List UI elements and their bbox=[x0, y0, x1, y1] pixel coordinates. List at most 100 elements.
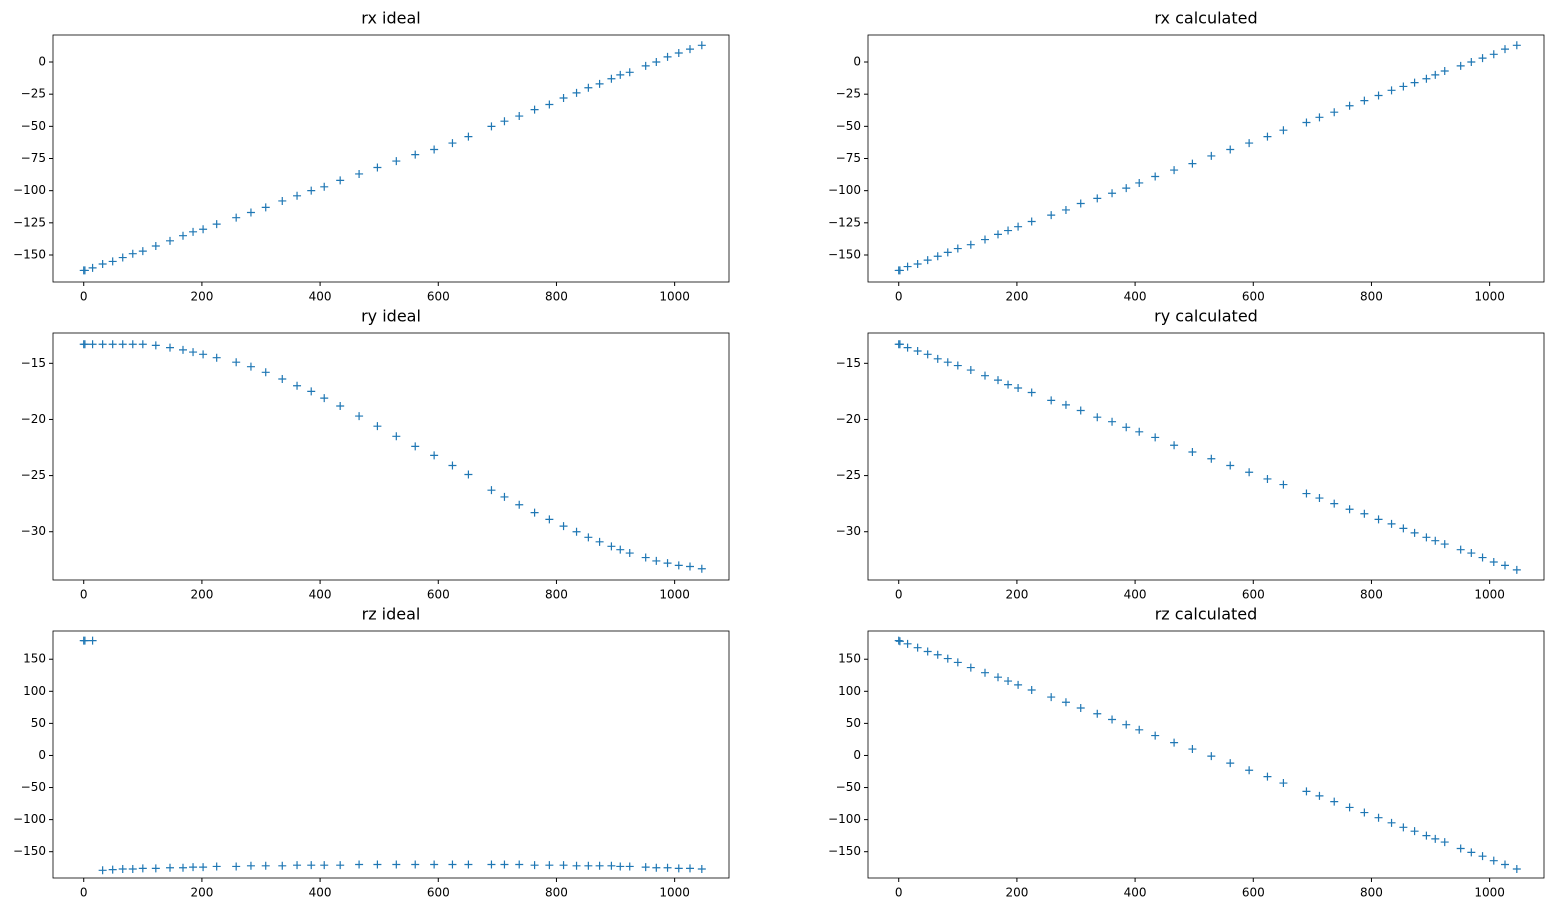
point bbox=[373, 422, 382, 431]
point bbox=[1345, 505, 1354, 514]
y-tick-label: −20 bbox=[21, 412, 46, 426]
point bbox=[641, 863, 650, 872]
point bbox=[373, 860, 382, 869]
point bbox=[246, 208, 255, 217]
point bbox=[166, 343, 174, 352]
point bbox=[1061, 400, 1070, 409]
y-tick-label: 0 bbox=[853, 55, 861, 69]
point bbox=[1135, 178, 1144, 187]
x-tick-label: 200 bbox=[190, 290, 213, 304]
x-tick-label: 1000 bbox=[1474, 290, 1505, 304]
y-tick-label: −100 bbox=[13, 183, 46, 197]
x-tick-label: 600 bbox=[1242, 886, 1265, 900]
point bbox=[1245, 139, 1254, 148]
point bbox=[138, 340, 147, 349]
point bbox=[500, 860, 509, 869]
point bbox=[607, 74, 616, 83]
point bbox=[88, 340, 97, 349]
x-tick-label: 800 bbox=[1360, 290, 1383, 304]
point bbox=[697, 41, 706, 50]
point bbox=[1478, 553, 1487, 562]
point bbox=[572, 88, 581, 97]
point bbox=[1410, 78, 1419, 87]
point bbox=[355, 412, 364, 421]
point bbox=[686, 45, 694, 54]
point bbox=[559, 861, 568, 870]
point bbox=[108, 257, 117, 266]
point bbox=[232, 358, 241, 367]
point bbox=[1456, 545, 1465, 554]
point bbox=[686, 864, 694, 873]
chart-title: rx ideal bbox=[361, 9, 420, 28]
point bbox=[1501, 860, 1509, 869]
x-tick-label: 1000 bbox=[659, 588, 690, 602]
point bbox=[1399, 823, 1408, 832]
point bbox=[1122, 720, 1131, 729]
point bbox=[1315, 791, 1324, 800]
x-tick-label: 600 bbox=[427, 886, 450, 900]
point bbox=[584, 861, 593, 870]
point bbox=[652, 863, 661, 872]
point bbox=[1387, 519, 1396, 528]
point bbox=[1456, 61, 1465, 70]
point bbox=[307, 186, 316, 195]
point bbox=[913, 643, 922, 652]
y-tick-label: −50 bbox=[836, 780, 861, 794]
point bbox=[166, 236, 174, 245]
x-tick-label: 200 bbox=[1005, 588, 1028, 602]
y-tick-label: −25 bbox=[21, 87, 46, 101]
point bbox=[98, 866, 107, 875]
point bbox=[1076, 703, 1085, 712]
x-tick-label: 400 bbox=[1124, 588, 1147, 602]
point bbox=[686, 562, 694, 571]
chart-title: rx calculated bbox=[1154, 9, 1257, 28]
point bbox=[1245, 766, 1254, 775]
y-tick-label: −50 bbox=[836, 119, 861, 133]
y-tick-label: −100 bbox=[13, 812, 46, 826]
x-tick-label: 0 bbox=[80, 290, 88, 304]
point bbox=[530, 105, 539, 114]
y-tick-label: 0 bbox=[38, 748, 46, 762]
point bbox=[1512, 41, 1521, 50]
y-tick-label: 150 bbox=[838, 652, 861, 666]
point bbox=[179, 345, 187, 354]
point bbox=[953, 361, 962, 370]
point bbox=[138, 247, 147, 256]
point bbox=[943, 248, 952, 257]
point bbox=[953, 244, 962, 253]
y-tick-label: −15 bbox=[21, 356, 46, 370]
point bbox=[1122, 423, 1131, 432]
x-tick-label: 800 bbox=[545, 290, 568, 304]
axes-frame bbox=[867, 630, 1545, 879]
point bbox=[1422, 533, 1431, 542]
x-tick-label: 200 bbox=[190, 886, 213, 900]
point bbox=[261, 368, 270, 377]
y-tick-label: 50 bbox=[846, 716, 861, 730]
point bbox=[1456, 844, 1465, 853]
point bbox=[1188, 448, 1197, 457]
point bbox=[487, 486, 496, 495]
y-tick-label: −150 bbox=[13, 844, 46, 858]
point bbox=[663, 559, 672, 568]
point bbox=[293, 861, 302, 870]
point bbox=[1093, 194, 1102, 203]
point bbox=[1226, 461, 1235, 470]
point bbox=[1399, 82, 1408, 91]
point bbox=[674, 864, 683, 873]
point bbox=[1004, 677, 1013, 686]
point bbox=[625, 862, 634, 871]
point bbox=[189, 227, 198, 236]
point bbox=[981, 371, 989, 380]
point bbox=[189, 863, 198, 872]
point bbox=[933, 650, 942, 659]
y-tick-label: −30 bbox=[836, 524, 861, 538]
point bbox=[641, 553, 650, 562]
point bbox=[320, 182, 329, 191]
y-tick-label: −30 bbox=[21, 524, 46, 538]
x-tick-label: 600 bbox=[1242, 588, 1265, 602]
point bbox=[1047, 211, 1056, 220]
point bbox=[500, 117, 509, 126]
point bbox=[933, 354, 942, 363]
point bbox=[336, 861, 345, 870]
point bbox=[411, 860, 420, 869]
